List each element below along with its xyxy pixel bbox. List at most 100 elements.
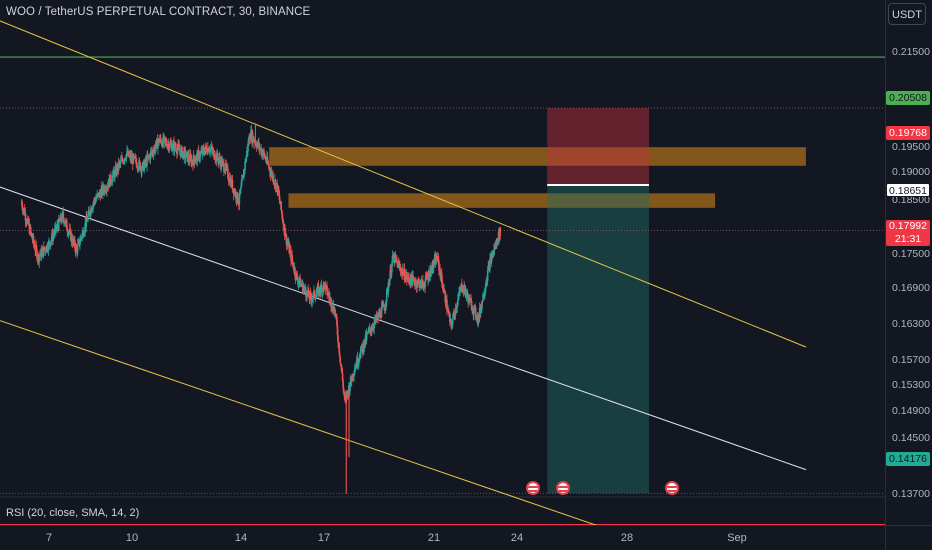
- candle-body: [239, 188, 242, 194]
- candle-body: [95, 198, 97, 202]
- candle-body: [255, 142, 257, 146]
- candle-body: [489, 258, 491, 270]
- candle-body: [318, 287, 321, 292]
- candle: [388, 277, 391, 287]
- date-tick: 10: [125, 532, 139, 544]
- candle-body: [118, 163, 120, 169]
- candle-body: [285, 234, 288, 245]
- candle-body: [60, 215, 62, 221]
- candle-body: [459, 291, 461, 293]
- candle-body: [352, 375, 355, 378]
- candle-body: [337, 335, 339, 343]
- candle-body: [114, 169, 116, 178]
- candle-body: [383, 303, 385, 308]
- candle-body: [465, 291, 467, 297]
- candle-body: [227, 168, 229, 179]
- candle-body: [128, 155, 131, 157]
- candle-body: [27, 217, 30, 225]
- candle-body: [313, 290, 316, 298]
- currency-button[interactable]: USDT: [888, 3, 926, 25]
- candle: [221, 155, 223, 167]
- candle-body: [195, 155, 198, 161]
- candle-body: [400, 270, 403, 274]
- candle-body: [111, 181, 113, 183]
- candle-body: [123, 160, 125, 162]
- candle: [453, 308, 455, 318]
- candle: [227, 164, 229, 180]
- candle: [383, 302, 385, 308]
- candle-body: [252, 136, 255, 142]
- candle-body: [483, 294, 486, 297]
- candle: [110, 180, 113, 186]
- price-tick: 0.21500: [892, 46, 930, 58]
- candle: [90, 205, 92, 222]
- candle: [41, 245, 43, 259]
- candle: [38, 255, 41, 269]
- candle-body: [381, 304, 384, 306]
- us-flag-event-icon[interactable]: [526, 481, 540, 495]
- candle-body: [53, 228, 56, 235]
- candle: [322, 280, 325, 296]
- candle-body: [209, 148, 212, 150]
- candle: [266, 151, 269, 165]
- candle-body: [221, 161, 223, 167]
- candle-body: [87, 215, 89, 221]
- candle-body: [138, 160, 141, 163]
- candle-body: [371, 327, 374, 331]
- candle-body: [350, 376, 352, 381]
- current-price-badge: 0.17992 21:31: [886, 220, 930, 246]
- candle-body: [278, 192, 280, 196]
- candle-body: [306, 291, 308, 298]
- price-axis[interactable]: [885, 0, 932, 550]
- us-flag-event-icon[interactable]: [556, 481, 570, 495]
- candle: [430, 264, 433, 277]
- rsi-indicator-label[interactable]: RSI (20, close, SMA, 14, 2): [6, 507, 140, 519]
- channel-middle-line: [0, 186, 807, 471]
- candle-body: [453, 313, 456, 317]
- candle: [449, 311, 451, 327]
- candle: [398, 260, 401, 272]
- candle-body: [277, 185, 280, 193]
- candle-body: [132, 154, 135, 165]
- candle-body: [406, 273, 408, 280]
- candle-body: [464, 285, 467, 292]
- candle-body: [216, 152, 219, 159]
- candle-body: [43, 246, 46, 250]
- candle: [212, 146, 214, 157]
- candle-body: [52, 234, 55, 236]
- candle-body: [428, 276, 431, 279]
- candle-body: [309, 292, 311, 300]
- candle-body: [249, 139, 252, 140]
- candle: [168, 146, 171, 153]
- price-tick: 0.17500: [892, 248, 930, 260]
- candle-body: [450, 322, 453, 325]
- take-profit-zone: [547, 185, 650, 494]
- date-tick: 14: [234, 532, 248, 544]
- candle: [57, 214, 60, 232]
- candle: [189, 149, 192, 159]
- candle-body: [426, 275, 428, 278]
- candle: [81, 231, 84, 242]
- candle-body: [83, 231, 86, 235]
- candle-body: [184, 149, 186, 151]
- candle-body: [408, 277, 410, 282]
- candle-body: [394, 254, 397, 259]
- candle: [334, 307, 336, 317]
- candle: [305, 290, 307, 302]
- candle-body: [92, 203, 94, 208]
- candle-body: [141, 163, 144, 169]
- candle: [397, 259, 400, 269]
- us-flag-event-icon[interactable]: [665, 481, 679, 495]
- candle-body: [171, 148, 174, 151]
- candle-body: [174, 143, 176, 148]
- candle-body: [415, 281, 418, 288]
- candle: [302, 283, 305, 295]
- candle-body: [399, 266, 402, 271]
- candle-body: [26, 219, 29, 223]
- candle-body: [166, 145, 169, 149]
- candle-body: [297, 282, 300, 284]
- price-tick: 0.16300: [892, 318, 930, 330]
- candle: [371, 322, 374, 331]
